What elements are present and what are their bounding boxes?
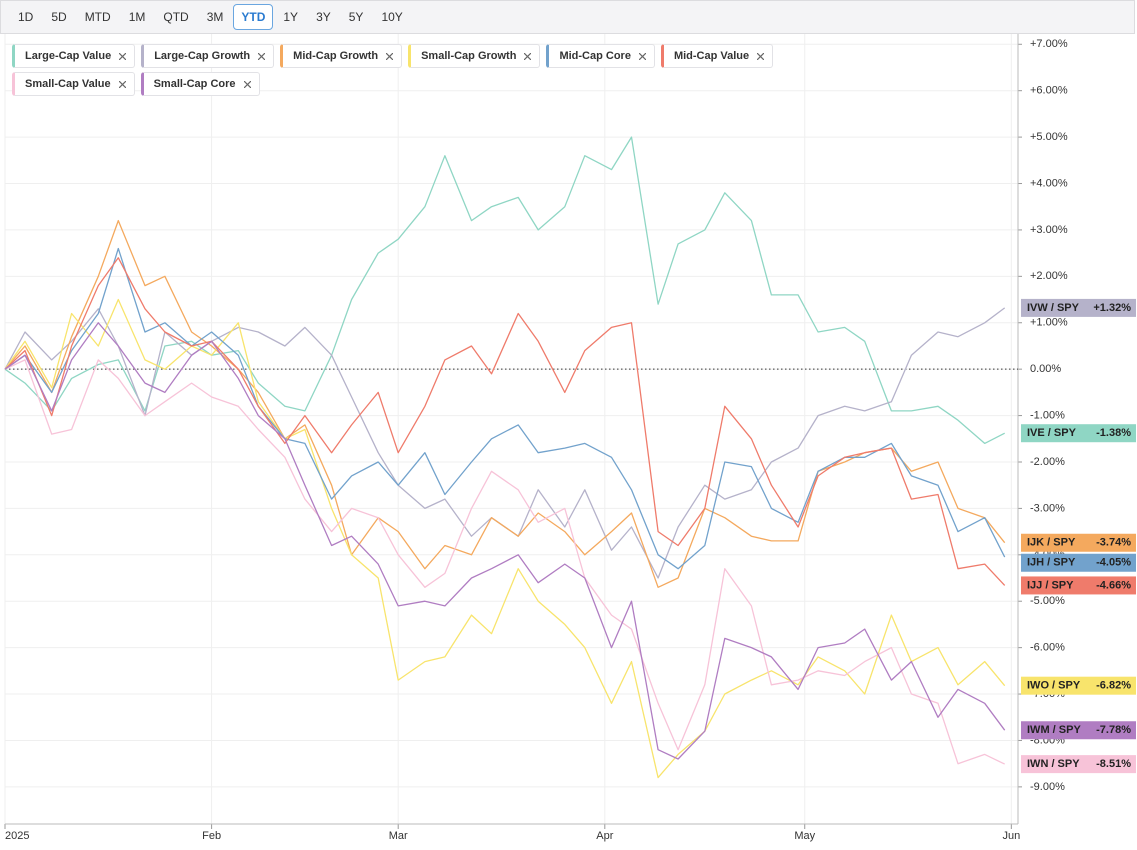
y-tick-label: -6.00% bbox=[1030, 642, 1065, 654]
end-badge-ticker: IVW / SPY bbox=[1027, 302, 1080, 314]
legend-item[interactable]: Mid-Cap Value bbox=[660, 44, 774, 68]
y-tick-label: +3.00% bbox=[1030, 224, 1068, 236]
remove-icon[interactable] bbox=[524, 52, 532, 60]
range-button[interactable]: 3Y bbox=[316, 10, 331, 24]
end-badge-value: -4.66% bbox=[1096, 579, 1131, 591]
end-badge-ticker: IJK / SPY bbox=[1027, 537, 1076, 549]
end-badge-bg bbox=[1021, 553, 1136, 572]
y-tick-label: +4.00% bbox=[1030, 177, 1068, 189]
y-tick-label: -9.00% bbox=[1030, 781, 1065, 793]
series-line bbox=[4, 307, 1006, 579]
y-tick-label: +6.00% bbox=[1030, 85, 1068, 97]
range-button[interactable]: 5Y bbox=[348, 10, 364, 24]
y-tick-label: -1.00% bbox=[1030, 409, 1065, 421]
legend: Large-Cap Value Large-Cap Growth Mid-Cap G… bbox=[12, 44, 802, 96]
legend-label: Small-Cap Core bbox=[153, 78, 236, 90]
end-badge-ticker: IJJ / SPY bbox=[1027, 579, 1074, 591]
legend-item[interactable]: Small-Cap Core bbox=[140, 72, 260, 96]
end-badge: IJJ / SPY -4.66% bbox=[1021, 576, 1136, 595]
remove-icon[interactable] bbox=[258, 52, 266, 60]
end-badge: IWN / SPY -8.51% bbox=[1021, 755, 1136, 774]
end-badge-value: -4.05% bbox=[1096, 557, 1131, 569]
end-badge-bg bbox=[1021, 298, 1136, 317]
legend-label: Small-Cap Value bbox=[25, 78, 111, 90]
end-badge-ticker: IVE / SPY bbox=[1027, 427, 1077, 439]
end-badge-bg bbox=[1021, 755, 1136, 774]
legend-item[interactable]: Mid-Cap Core bbox=[546, 44, 655, 68]
end-badge-value: -7.78% bbox=[1096, 724, 1131, 736]
legend-item[interactable]: Large-Cap Growth bbox=[141, 44, 275, 68]
end-badge: IWM / SPY -7.78% bbox=[1021, 721, 1136, 740]
y-tick-label: -2.00% bbox=[1030, 456, 1065, 468]
end-badge-bg bbox=[1021, 424, 1136, 443]
range-button[interactable]: 3M bbox=[206, 10, 224, 24]
range-button[interactable]: YTD bbox=[233, 4, 274, 30]
series-line bbox=[4, 219, 1006, 588]
remove-icon[interactable] bbox=[638, 52, 646, 60]
end-badge-value: -8.51% bbox=[1096, 758, 1131, 770]
end-badge-ticker: IWO / SPY bbox=[1027, 680, 1081, 692]
y-tick-label: +7.00% bbox=[1030, 38, 1068, 50]
y-tick-label: -5.00% bbox=[1030, 595, 1065, 607]
range-button[interactable]: 1M bbox=[128, 10, 146, 24]
end-badge-bg bbox=[1021, 576, 1136, 595]
range-button[interactable]: QTD bbox=[163, 10, 189, 24]
range-button[interactable]: 1D bbox=[18, 10, 34, 24]
remove-icon[interactable] bbox=[243, 80, 251, 88]
end-badge: IJK / SPY -3.74% bbox=[1021, 533, 1136, 552]
y-tick-label: +1.00% bbox=[1030, 317, 1068, 329]
end-badge-bg bbox=[1021, 676, 1136, 695]
series-line bbox=[4, 257, 1006, 586]
x-tick-label: Jun bbox=[1002, 830, 1020, 842]
end-badge-value: -1.38% bbox=[1096, 427, 1131, 439]
legend-item[interactable]: Large-Cap Value bbox=[12, 44, 136, 68]
x-tick-label: Apr bbox=[596, 830, 613, 842]
y-tick-label: +5.00% bbox=[1030, 131, 1068, 143]
remove-icon[interactable] bbox=[119, 52, 127, 60]
end-badge-value: -6.82% bbox=[1096, 680, 1131, 692]
range-button[interactable]: MTD bbox=[84, 10, 111, 24]
end-badge-value: -3.74% bbox=[1096, 537, 1131, 549]
legend-label: Large-Cap Value bbox=[25, 50, 112, 62]
range-button[interactable]: 10Y bbox=[381, 10, 403, 24]
legend-label: Large-Cap Growth bbox=[154, 50, 251, 62]
end-badge-ticker: IWN / SPY bbox=[1027, 758, 1080, 770]
legend-item[interactable]: Small-Cap Growth bbox=[408, 44, 541, 68]
remove-icon[interactable] bbox=[118, 80, 126, 88]
end-badge: IWO / SPY -6.82% bbox=[1021, 676, 1136, 695]
end-badge-bg bbox=[1021, 721, 1136, 740]
remove-icon[interactable] bbox=[386, 52, 394, 60]
x-tick-label: Feb bbox=[202, 830, 221, 842]
legend-item[interactable]: Small-Cap Value bbox=[12, 72, 135, 96]
range-button[interactable]: 5D bbox=[51, 10, 67, 24]
legend-label: Mid-Cap Value bbox=[673, 50, 750, 62]
end-badge-ticker: IWM / SPY bbox=[1027, 724, 1081, 736]
end-badge-ticker: IJH / SPY bbox=[1027, 557, 1076, 569]
series-line bbox=[4, 359, 1005, 765]
end-badge-bg bbox=[1021, 533, 1136, 552]
legend-item[interactable]: Mid-Cap Growth bbox=[280, 44, 403, 68]
range-toolbar: 1D 5D MTD 1M QTD 3M YTD 1Y 3Y 5Y 10Y bbox=[0, 0, 1135, 34]
series-line bbox=[4, 136, 1005, 445]
x-tick-label: Mar bbox=[389, 830, 408, 842]
end-badge: IVE / SPY -1.38% bbox=[1021, 424, 1136, 443]
y-tick-label: +2.00% bbox=[1030, 270, 1068, 282]
remove-icon[interactable] bbox=[757, 52, 765, 60]
y-tick-label: 0.00% bbox=[1030, 363, 1061, 375]
legend-label: Mid-Cap Core bbox=[559, 50, 631, 62]
x-tick-label: 2025 bbox=[5, 830, 29, 842]
legend-label: Small-Cap Growth bbox=[421, 50, 517, 62]
y-tick-label: -3.00% bbox=[1030, 502, 1065, 514]
range-button[interactable]: 1Y bbox=[283, 10, 299, 24]
end-badge: IJH / SPY -4.05% bbox=[1021, 553, 1136, 572]
x-tick-label: May bbox=[794, 830, 815, 842]
series-line bbox=[4, 322, 1006, 760]
end-badge-value: +1.32% bbox=[1093, 302, 1131, 314]
end-badge: IVW / SPY +1.32% bbox=[1021, 298, 1136, 317]
legend-label: Mid-Cap Growth bbox=[293, 50, 379, 62]
series-line bbox=[4, 298, 1006, 779]
